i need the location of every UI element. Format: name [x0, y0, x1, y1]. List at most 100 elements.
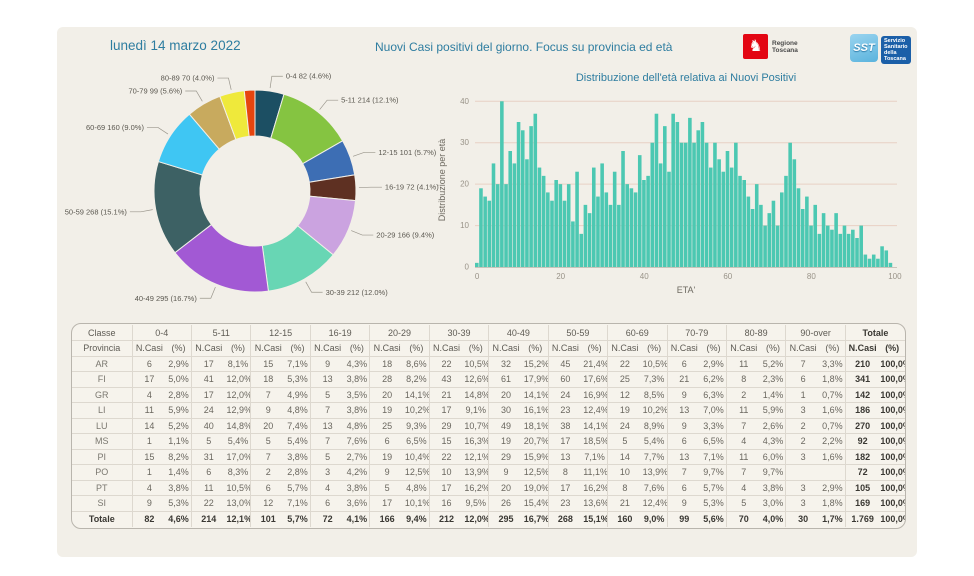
age-bar [512, 163, 517, 267]
table-group-header-5-11: 5-11 [191, 325, 251, 341]
table-cell: 19 [369, 448, 404, 465]
table-cell: 4 [131, 479, 167, 496]
table-sub-header: (%) [403, 340, 430, 356]
table-cell: 6,5% [403, 433, 430, 449]
table-cell: 7,1% [285, 355, 311, 372]
table-cell: 7,3% [641, 371, 668, 387]
table-cell: 13,0% [225, 495, 251, 511]
table-cell: 142 [844, 386, 880, 403]
age-bar [696, 130, 701, 267]
province-cell: PT [72, 479, 133, 496]
table-row-AR: AR 6 2,9% 17 8,1% 15 7,1% 9 4,3% 18 8,6% 22 10,5% 32 1… [72, 355, 905, 372]
table-cell: 6 [785, 371, 820, 387]
table-cell: 1,6% [819, 448, 846, 465]
age-bar [796, 188, 801, 267]
table-cell: 12,9% [225, 402, 251, 418]
table-cell: 5 [250, 433, 285, 449]
table-cell: 14,1% [403, 386, 430, 403]
table-cell: 25 [607, 371, 642, 387]
table-cell: 19 [369, 402, 404, 418]
table-cell: 13,9% [641, 464, 668, 480]
table-sub-header: N.Casi [428, 340, 464, 356]
table-cell: 3 [785, 495, 820, 511]
table-cell: 7 [250, 386, 285, 403]
table-cell: 19 [607, 402, 642, 418]
age-bar [541, 175, 546, 267]
table-cell: 1 [131, 433, 167, 449]
table-cell: 2,9% [701, 355, 727, 372]
age-bar [508, 151, 513, 267]
table-cell: 166 [369, 510, 404, 527]
table-cell: 2,3% [760, 371, 786, 387]
donut-segment-label: 5-11 214 (12.1%) [341, 96, 399, 105]
age-bar [617, 204, 621, 267]
age-bar [671, 113, 675, 268]
table-cell: 100,0% [879, 371, 905, 387]
province-cell: LI [72, 402, 133, 418]
age-bar [784, 175, 788, 267]
table-cell: 8,3% [225, 464, 251, 480]
table-cell: 1,4% [760, 386, 786, 403]
table-cell: 1,4% [166, 464, 192, 480]
age-bar [621, 151, 625, 267]
age-bar [529, 126, 533, 267]
age-bar [612, 171, 617, 267]
x-axis-title: ETA' [677, 285, 696, 295]
table-sub-header: N.Casi [369, 340, 404, 356]
age-bar [704, 142, 709, 267]
age-bar [646, 175, 650, 267]
table-cell: 99 [666, 510, 702, 527]
sst-logo: SST Servizio Sanitario della Toscana [850, 34, 911, 64]
table-cell: 8,2% [166, 448, 192, 465]
table-cell: 8,1% [225, 355, 251, 372]
table-cell: 18 [369, 355, 404, 372]
province-cell: LU [72, 417, 133, 434]
table-cell: 15 [131, 448, 167, 465]
table-cell: 13 [309, 371, 345, 387]
table-cell: 45 [547, 355, 583, 372]
table-cell: 13 [666, 448, 702, 465]
table-row-PT: PT 4 3,8% 11 10,5% 6 5,7% 4 3,8% 5 4,8% 17 16,2% 20 19… [72, 479, 905, 496]
table-cell: 60 [547, 371, 583, 387]
dashboard-panel: lunedì 14 marzo 2022 Nuovi Casi positivi… [57, 27, 917, 557]
table-cell: 5,4% [641, 433, 668, 449]
donut-label-leader [146, 127, 169, 135]
table-cell: 186 [844, 402, 880, 418]
table-cell: 7 [666, 464, 702, 480]
donut-label-leader [217, 77, 232, 90]
age-bar [884, 250, 889, 267]
table-sub-header: (%) [819, 340, 846, 356]
age-bar [688, 117, 692, 267]
table-cell: 14,8% [463, 386, 489, 403]
province-cell: PO [72, 464, 133, 480]
table-cell: 214 [191, 510, 226, 527]
regione-toscana-label: Regione Toscana [772, 39, 798, 54]
age-bar [725, 151, 730, 267]
age-bar [871, 254, 876, 267]
table-cell: 4,6% [166, 510, 192, 527]
age-bar [825, 225, 830, 267]
age-bar [683, 142, 688, 267]
table-cell: 7 [725, 464, 761, 480]
table-cell: 268 [547, 510, 583, 527]
date-label: lunedì 14 marzo 2022 [110, 38, 241, 53]
table-cell: 7,6% [641, 479, 668, 496]
age-bar [587, 213, 592, 267]
table-cell: 17 [191, 355, 226, 372]
table-cell: 100,0% [879, 479, 905, 496]
table-cell: 2,2% [819, 433, 846, 449]
table-cell: 7,6% [344, 433, 370, 449]
age-bar [525, 159, 529, 267]
table-row-MS: MS 1 1,1% 5 5,4% 5 5,4% 7 7,6% 6 6,5% 15 16,3% 19 20,7… [72, 433, 905, 449]
table-cell: 3 [785, 479, 820, 496]
table-cell: 5 [369, 479, 404, 496]
table-cell: 10,5% [641, 355, 668, 372]
age-bar [487, 200, 492, 267]
table-row-PI: PI 15 8,2% 31 17,0% 7 3,8% 5 2,7% 19 10,4% 22 12,1% 2… [72, 448, 905, 465]
age-bar [888, 262, 893, 267]
table-cell: 5,6% [701, 510, 727, 527]
table-cell: 13,9% [463, 464, 489, 480]
table-cell: 24 [607, 417, 642, 434]
table-cell: 15 [428, 433, 464, 449]
donut-segment-label: 20-29 166 (9.4%) [376, 231, 434, 240]
